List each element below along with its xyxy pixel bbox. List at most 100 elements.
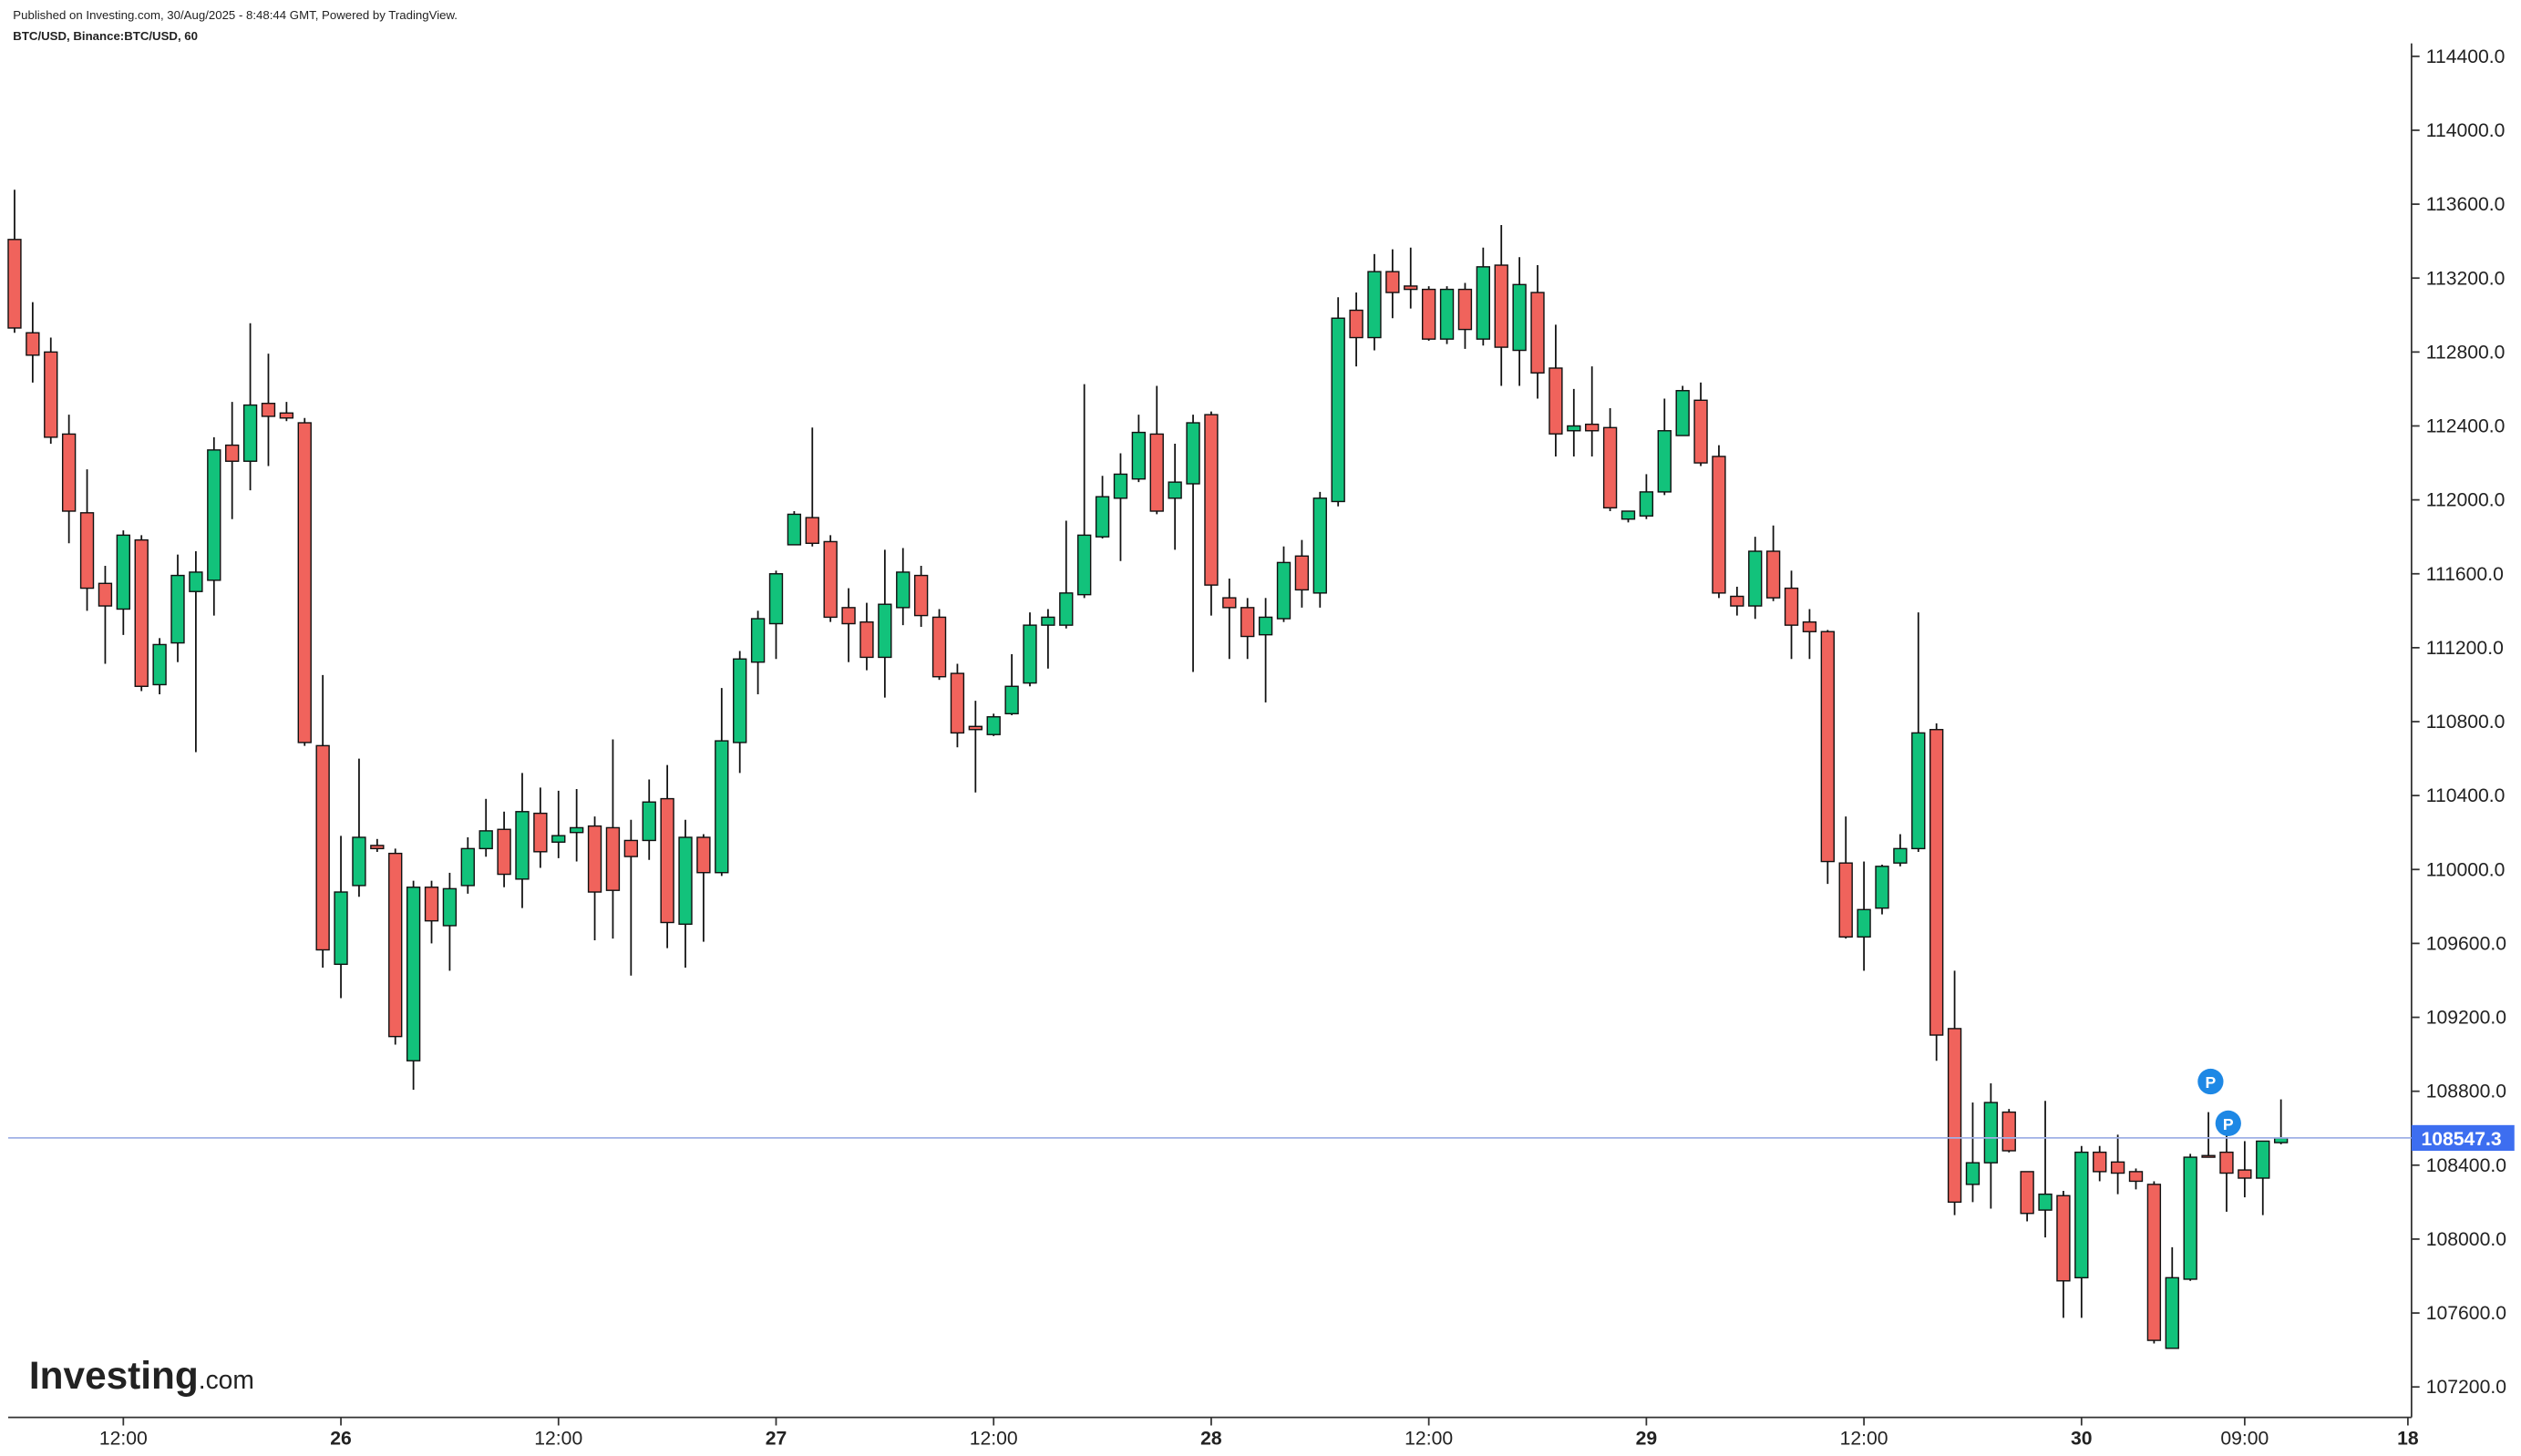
candle-body bbox=[533, 812, 548, 853]
candle-body bbox=[805, 517, 819, 544]
x-tick-label: 12:00 bbox=[970, 1429, 1018, 1450]
candle-body bbox=[2256, 1140, 2270, 1179]
y-tick-label: 112400.0 bbox=[2426, 416, 2506, 437]
candle-body bbox=[1168, 481, 1182, 499]
candle-body bbox=[2238, 1169, 2252, 1179]
candle-body bbox=[1875, 866, 1889, 909]
candle-body bbox=[279, 412, 294, 419]
candle-body bbox=[261, 403, 276, 417]
candle-body bbox=[478, 830, 493, 850]
x-tick-label: 09:00 bbox=[2220, 1429, 2269, 1450]
y-tick-label: 107200.0 bbox=[2426, 1377, 2506, 1398]
candle-body bbox=[352, 836, 366, 887]
candle-body bbox=[1947, 1028, 1962, 1204]
candle-body bbox=[1476, 266, 1491, 340]
marker-icon bbox=[2197, 1068, 2224, 1095]
x-tick-label: 12:00 bbox=[1840, 1429, 1888, 1450]
publish-note: Published on Investing.com, 30/Aug/2025 … bbox=[13, 8, 458, 22]
candle-body bbox=[1965, 1162, 1981, 1185]
candle-body bbox=[1077, 534, 1092, 596]
x-tick-label: 30 bbox=[2071, 1429, 2093, 1450]
marker-label: P bbox=[2206, 1073, 2217, 1092]
candle-body bbox=[297, 422, 312, 743]
candle-body bbox=[1585, 423, 1600, 432]
candle-body bbox=[515, 811, 530, 880]
candle-body bbox=[1639, 491, 1654, 517]
candle-body bbox=[823, 540, 838, 619]
candle-body bbox=[26, 332, 40, 356]
candle-body bbox=[1113, 473, 1128, 499]
candle-body bbox=[1549, 367, 1563, 435]
x-tick-label: 18 bbox=[2397, 1429, 2419, 1450]
candle-body bbox=[950, 672, 965, 734]
candle-body bbox=[1567, 425, 1581, 432]
y-tick-label: 110800.0 bbox=[2426, 712, 2506, 733]
candle-body bbox=[896, 571, 911, 609]
candle-body bbox=[2074, 1151, 2089, 1279]
candle-body bbox=[1929, 729, 1944, 1036]
candle-body bbox=[1004, 685, 1019, 714]
candle-body bbox=[1258, 616, 1273, 636]
candle-body bbox=[1748, 550, 1763, 607]
candle-body bbox=[1693, 399, 1708, 464]
candle-body bbox=[1784, 587, 1799, 626]
candle-body bbox=[388, 852, 403, 1038]
candle-body bbox=[370, 845, 385, 850]
candle-body bbox=[1349, 309, 1363, 339]
y-tick-label: 112800.0 bbox=[2426, 342, 2506, 363]
logo-suffix: .com bbox=[199, 1365, 254, 1394]
candle-body bbox=[1675, 390, 1690, 436]
candle-body bbox=[1131, 431, 1147, 480]
candle-body bbox=[2020, 1171, 2034, 1215]
candle-body bbox=[406, 887, 421, 1061]
candle-body bbox=[715, 740, 729, 874]
candle-body bbox=[623, 839, 639, 857]
candle-body bbox=[1621, 510, 1636, 520]
candle-body bbox=[1494, 264, 1508, 348]
candle-body bbox=[1457, 288, 1473, 331]
candle-body bbox=[1802, 620, 1817, 632]
candle-body bbox=[1602, 426, 1618, 509]
candle-body bbox=[1893, 847, 1908, 864]
candle-body bbox=[1838, 862, 1853, 938]
candle-body bbox=[1730, 595, 1744, 607]
candle-body bbox=[170, 574, 185, 644]
candle-body bbox=[442, 887, 458, 927]
candle-body bbox=[189, 571, 203, 592]
candle-body bbox=[1404, 285, 1418, 291]
candle-body bbox=[1149, 433, 1164, 512]
candle-body bbox=[750, 618, 766, 663]
y-tick-label: 112000.0 bbox=[2426, 490, 2506, 511]
y-tick-label: 108800.0 bbox=[2426, 1082, 2506, 1102]
candle-body bbox=[768, 573, 784, 625]
candle-body bbox=[1331, 317, 1345, 503]
y-tick-label: 110000.0 bbox=[2426, 859, 2506, 880]
candle-body bbox=[1712, 456, 1726, 594]
candle-body bbox=[1222, 597, 1237, 609]
candle-body bbox=[2038, 1193, 2053, 1211]
candle-body bbox=[207, 449, 221, 581]
candle-body bbox=[878, 603, 892, 659]
x-tick-label: 12:00 bbox=[534, 1429, 582, 1450]
candle-body bbox=[2093, 1151, 2107, 1173]
candle-body bbox=[1530, 292, 1545, 374]
candle-body bbox=[1367, 271, 1382, 339]
candle-body bbox=[44, 351, 58, 438]
y-tick-label: 113600.0 bbox=[2426, 194, 2506, 215]
candle-body bbox=[116, 534, 130, 610]
marker-label: P bbox=[2223, 1115, 2234, 1133]
logo: Investing.com bbox=[29, 1354, 254, 1397]
candle-body bbox=[642, 801, 656, 842]
x-tick-label: 12:00 bbox=[1405, 1429, 1453, 1450]
x-tick-label: 26 bbox=[330, 1429, 352, 1450]
candle-body bbox=[2001, 1111, 2016, 1152]
y-tick-label: 108000.0 bbox=[2426, 1229, 2506, 1250]
candle-body bbox=[152, 643, 167, 686]
last-price-label: 108547.3 bbox=[2421, 1129, 2501, 1150]
candle-body bbox=[2128, 1171, 2144, 1183]
y-tick-label: 108400.0 bbox=[2426, 1155, 2506, 1176]
symbol-info: BTC/USD, Binance:BTC/USD, 60 bbox=[13, 29, 198, 43]
candle-body bbox=[913, 574, 929, 617]
candle-body bbox=[134, 538, 149, 687]
